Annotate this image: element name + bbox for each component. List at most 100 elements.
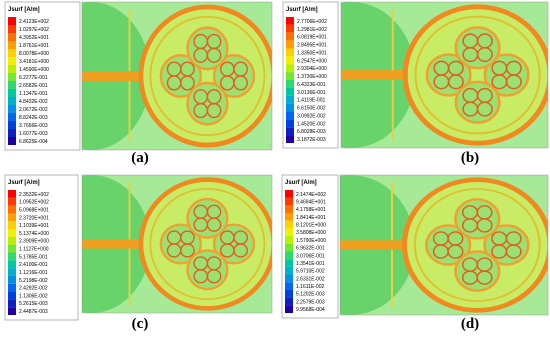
legend-swatch	[285, 236, 293, 244]
legend-value: 1.3730E+000	[297, 74, 327, 80]
legend-swatch	[8, 25, 16, 33]
plot-border	[339, 174, 549, 316]
legend-value: 1.4520E-002	[297, 121, 326, 127]
legend-value: 3.0706E-001	[296, 253, 325, 259]
legend-value: 3.7666E-003	[19, 123, 48, 129]
legend-swatch	[286, 17, 294, 25]
legend-swatch	[8, 291, 16, 300]
legend-swatch	[8, 205, 16, 214]
legend-value: 9.9568E-004	[296, 307, 325, 313]
legend-value: 1.4590E+000	[19, 67, 49, 73]
legend-value: 6.6150E-002	[297, 106, 326, 112]
legend-swatch	[8, 213, 16, 222]
legend-swatch	[8, 252, 16, 261]
legend-swatch	[8, 65, 16, 73]
legend-value: 2.1474E+002	[296, 192, 326, 198]
legend-swatch	[285, 190, 293, 198]
legend-swatch	[8, 81, 16, 89]
legend-swatch	[285, 305, 293, 313]
legend-swatch	[286, 24, 294, 33]
legend-value: 2.4100E-001	[19, 262, 48, 268]
legend-value: 1.0952E+002	[19, 200, 49, 206]
legend-swatch	[8, 73, 16, 81]
legend-swatch	[286, 103, 294, 112]
legend-value: 1.1216E-001	[19, 270, 48, 276]
legend-swatch	[8, 244, 16, 253]
legend-swatch	[8, 97, 16, 105]
legend-value: 3.1872E-003	[297, 137, 326, 143]
legend-swatch	[286, 111, 294, 120]
legend-value: 1.6077E-003	[19, 131, 48, 137]
legend-swatch	[286, 40, 294, 49]
legend-swatch	[285, 282, 293, 290]
legend-swatch	[286, 32, 294, 41]
legend-swatch	[285, 251, 293, 260]
panel: Jsurf [A/m] 2.7706E+002 1.2981E+002 6.0819E…	[282, 1, 549, 166]
legend-value: 2.4292E-002	[19, 286, 48, 292]
legend-title: Jsurf [A/m]	[8, 7, 40, 13]
legend-value: 3.4181E+000	[19, 59, 49, 65]
legend-value: 2.6582E-001	[19, 83, 48, 89]
legend-value: 1.1127E+000	[19, 247, 49, 253]
legend-value: 4.1758E+001	[296, 207, 326, 213]
legend-swatch	[286, 95, 294, 104]
legend-swatch	[8, 229, 16, 237]
legend-value: 4.8432E-002	[19, 99, 48, 105]
legend-title: Jsurf [A/m]	[286, 7, 318, 13]
legend-value: 2.6331E-002	[296, 276, 325, 282]
legend-swatch	[8, 129, 16, 137]
legend-value: 2.2579E-003	[296, 299, 325, 305]
legend-swatch	[8, 33, 16, 41]
legend-swatch	[285, 220, 293, 229]
legend-swatch	[286, 119, 294, 128]
legend-value: 1.8761E+001	[19, 43, 49, 49]
legend-swatch	[8, 221, 16, 230]
legend-value: 1.1306E-002	[19, 293, 48, 299]
legend-value: 9.4694E+001	[296, 199, 326, 205]
legend-swatch	[286, 56, 294, 65]
legend-swatch	[285, 266, 293, 275]
legend-swatch	[285, 213, 293, 221]
legend-value: 1.5790E+000	[296, 238, 326, 244]
legend-title: Jsurf [A/m]	[8, 180, 40, 186]
legend-value: 5.2615E-003	[19, 301, 48, 307]
legend-value: 3.5808E+000	[296, 230, 326, 236]
legend-swatch	[8, 283, 16, 292]
panel-label: (b)	[461, 150, 479, 166]
legend-value: 1.1611E-002	[296, 284, 324, 290]
legend-value: 5.2198E-002	[19, 278, 48, 284]
legend-swatch	[285, 289, 293, 298]
legend-value: 2.3720E+001	[19, 215, 49, 221]
legend-swatch	[286, 135, 294, 143]
legend-value: 2.9304E+000	[297, 66, 327, 72]
legend-swatch	[286, 48, 294, 57]
legend-value: 1.1039E+001	[19, 223, 49, 229]
legend-swatch	[8, 137, 16, 145]
legend-value: 2.3909E+000	[19, 239, 49, 245]
legend-value: 1.1347E-001	[19, 91, 48, 97]
legend-value: 6.2547E+000	[297, 58, 327, 64]
legend-swatch	[8, 260, 16, 269]
legend-swatch	[285, 243, 293, 252]
legend-box	[4, 1, 81, 151]
legend-swatch	[286, 64, 294, 73]
legend-swatch	[8, 299, 16, 308]
plot-border	[81, 1, 273, 151]
legend-value: 1.8414E+001	[296, 215, 326, 221]
legend-swatch	[286, 87, 294, 96]
legend-swatch	[285, 297, 293, 306]
legend-swatch	[8, 190, 16, 198]
legend-value: 6.2277E-001	[19, 75, 48, 81]
legend-swatch	[8, 57, 16, 65]
legend-value: 3.0136E-001	[297, 90, 326, 96]
legend-value: 8.1201E+000	[296, 223, 326, 229]
legend-swatch	[285, 228, 293, 237]
legend-value: 6.0819E+001	[297, 35, 327, 41]
legend-swatch	[8, 105, 16, 113]
legend-value: 2.4123E+002	[19, 19, 49, 25]
legend-value: 6.8028E-003	[297, 129, 326, 135]
panel: Jsurf [A/m] 2.4123E+002 1.0297E+002 4.3952E…	[4, 1, 273, 166]
legend-swatch	[286, 80, 294, 88]
